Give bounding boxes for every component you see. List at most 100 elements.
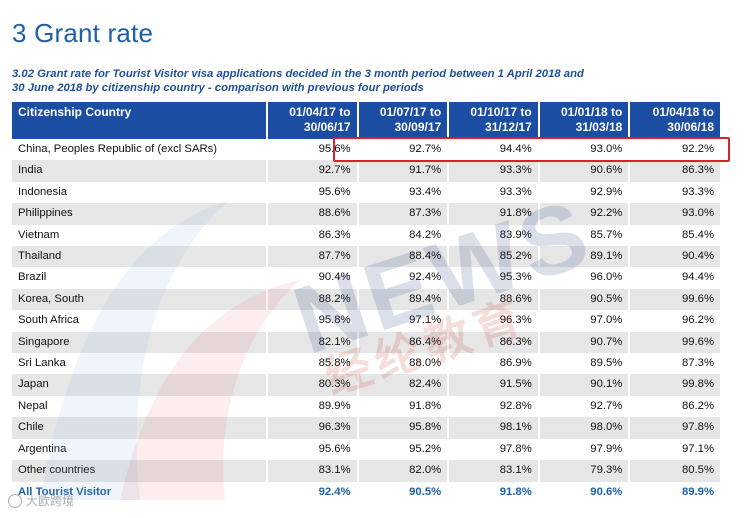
grant-rate-cell: 92.2% <box>629 139 720 161</box>
country-cell: China, Peoples Republic of (excl SARs) <box>12 139 269 161</box>
grant-rate-cell: 83.1% <box>448 460 540 482</box>
country-cell: India <box>12 160 269 182</box>
column-header-period-1: 01/04/17 to 30/06/17 <box>267 102 359 139</box>
country-cell: Vietnam <box>12 224 269 247</box>
grant-rate-cell: 92.8% <box>448 395 540 418</box>
grant-rate-cell: 90.5% <box>538 288 631 311</box>
grant-rate-cell: 95.6% <box>267 181 359 204</box>
column-header-period-2: 01/07/17 to 30/09/17 <box>357 102 450 139</box>
grant-rate-cell: 95.2% <box>357 438 450 461</box>
country-cell: Sri Lanka <box>12 353 269 375</box>
grant-rate-cell: 88.6% <box>448 288 540 311</box>
grant-rate-cell: 93.3% <box>448 160 540 182</box>
grant-rate-cell: 86.4% <box>357 331 450 354</box>
grant-rate-cell: 97.8% <box>448 438 540 461</box>
table-caption: 3.02 Grant rate for Tourist Visitor visa… <box>12 67 732 95</box>
grant-rate-cell: 85.7% <box>538 224 631 247</box>
grant-rate-cell: 79.3% <box>538 460 631 482</box>
table-caption-line-1: 3.02 Grant rate for Tourist Visitor visa… <box>12 68 584 80</box>
grant-rate-cell: 88.4% <box>357 246 450 268</box>
grant-rate-cell: 84.2% <box>357 224 450 247</box>
column-header-label-bottom: 30/09/17 <box>394 120 442 134</box>
grant-rate-cell: 80.3% <box>267 374 359 396</box>
table-caption-line-2: 30 June 2018 by citizenship country - co… <box>12 82 424 94</box>
column-header-label-top: 01/04/18 to <box>652 105 714 119</box>
grant-rate-cell: 99.6% <box>629 331 720 354</box>
table-body: China, Peoples Republic of (excl SARs) 95… <box>12 139 720 503</box>
grant-rate-cell: 89.5% <box>538 353 631 375</box>
column-header-label-bottom: 30/06/18 <box>667 120 714 134</box>
column-header-period-3: 01/10/17 to 31/12/17 <box>448 102 540 139</box>
grant-rate-cell: 97.1% <box>629 438 720 461</box>
grant-rate-cell: 95.6% <box>267 438 359 461</box>
grant-rate-cell: 95.8% <box>267 310 359 332</box>
grant-rate-cell: 93.3% <box>629 181 720 204</box>
grant-rate-cell: 97.8% <box>629 417 720 439</box>
grant-rate-cell: 82.0% <box>357 460 450 482</box>
column-header-label-top: 01/04/17 to <box>289 105 351 119</box>
country-cell: Chile <box>12 417 269 439</box>
grant-rate-cell: 89.4% <box>357 288 450 311</box>
grant-rate-cell: 82.1% <box>267 331 359 354</box>
grant-rate-cell: 89.9% <box>267 395 359 418</box>
grant-rate-cell: 94.4% <box>448 139 540 161</box>
grant-rate-cell: 96.3% <box>267 417 359 439</box>
table-row: Thailand 87.7% 88.4% 85.2% 89.1% 90.4% <box>12 246 720 268</box>
grant-rate-cell: 92.4% <box>267 481 359 503</box>
country-cell: Philippines <box>12 203 269 225</box>
grant-rate-cell: 87.7% <box>267 246 359 268</box>
column-header-label-bottom: 31/03/18 <box>575 120 623 134</box>
grant-rate-cell: 92.7% <box>538 395 631 418</box>
grant-rate-cell: 86.2% <box>629 395 720 418</box>
watermark-logo-icon <box>8 493 22 508</box>
grant-rate-cell: 99.6% <box>629 288 720 311</box>
page-title: 3 Grant rate <box>12 18 154 48</box>
grant-rate-cell: 83.1% <box>267 460 359 482</box>
grant-rate-cell: 90.4% <box>267 267 359 289</box>
table-row: India 92.7% 91.7% 93.3% 90.6% 86.3% <box>12 160 720 182</box>
grant-rate-cell: 92.7% <box>357 139 450 161</box>
column-header-label-bottom: 30/06/17 <box>303 120 351 134</box>
grant-rate-cell: 93.3% <box>448 181 540 204</box>
table-row: Sri Lanka 85.8% 88.0% 86.9% 89.5% 87.3% <box>12 353 720 375</box>
grant-rate-cell: 94.4% <box>629 267 720 289</box>
grant-rate-cell: 88.0% <box>357 353 450 375</box>
grant-rate-cell: 90.6% <box>538 481 631 503</box>
table-row: South Africa 95.8% 97.1% 96.3% 97.0% 96.2% <box>12 310 720 332</box>
table-row: Brazil 90.4% 92.4% 95.3% 96.0% 94.4% <box>12 267 720 289</box>
grant-rate-cell: 86.3% <box>267 224 359 247</box>
grant-rate-cell: 86.3% <box>629 160 720 182</box>
country-cell: Japan <box>12 374 269 396</box>
country-cell: Indonesia <box>12 181 269 204</box>
grant-rate-cell: 87.3% <box>357 203 450 225</box>
grant-rate-cell: 97.9% <box>538 438 631 461</box>
grant-rate-cell: 90.6% <box>538 160 631 182</box>
grant-rate-cell: 92.9% <box>538 181 631 204</box>
column-header-period-4: 01/01/18 to 31/03/18 <box>538 102 631 139</box>
grant-rate-cell: 80.5% <box>629 460 720 482</box>
grant-rate-cell: 96.3% <box>448 310 540 332</box>
table-row: Nepal 89.9% 91.8% 92.8% 92.7% 86.2% <box>12 395 720 418</box>
grant-rate-cell: 89.1% <box>538 246 631 268</box>
table-row: Other countries 83.1% 82.0% 83.1% 79.3% 80.5% <box>12 460 720 482</box>
grant-rate-cell: 91.8% <box>448 481 540 503</box>
column-header-label-top: 01/07/17 to <box>379 105 442 119</box>
grant-rate-cell: 97.0% <box>538 310 631 332</box>
country-cell: Nepal <box>12 395 269 418</box>
grant-rate-cell: 85.2% <box>448 246 540 268</box>
column-header-label-bottom: 31/12/17 <box>485 120 532 134</box>
country-cell: Other countries <box>12 460 269 482</box>
grant-rate-cell: 95.3% <box>448 267 540 289</box>
footer-watermark: 大欧跨境 <box>8 492 74 509</box>
grant-rate-cell: 91.7% <box>357 160 450 182</box>
grant-rate-cell: 87.3% <box>629 353 720 375</box>
grant-rate-cell: 88.2% <box>267 288 359 311</box>
grant-rate-cell: 96.2% <box>629 310 720 332</box>
column-header-label-top: 01/01/18 to <box>560 105 623 119</box>
grant-rate-cell: 91.8% <box>448 203 540 225</box>
grant-rate-cell: 92.4% <box>357 267 450 289</box>
table-row: Indonesia 95.6% 93.4% 93.3% 92.9% 93.3% <box>12 181 720 204</box>
grant-rate-cell: 83.9% <box>448 224 540 247</box>
table-row: Singapore 82.1% 86.4% 86.3% 90.7% 99.6% <box>12 331 720 354</box>
total-row: All Tourist Visitor 92.4% 90.5% 91.8% 90.6% 8… <box>12 481 720 503</box>
